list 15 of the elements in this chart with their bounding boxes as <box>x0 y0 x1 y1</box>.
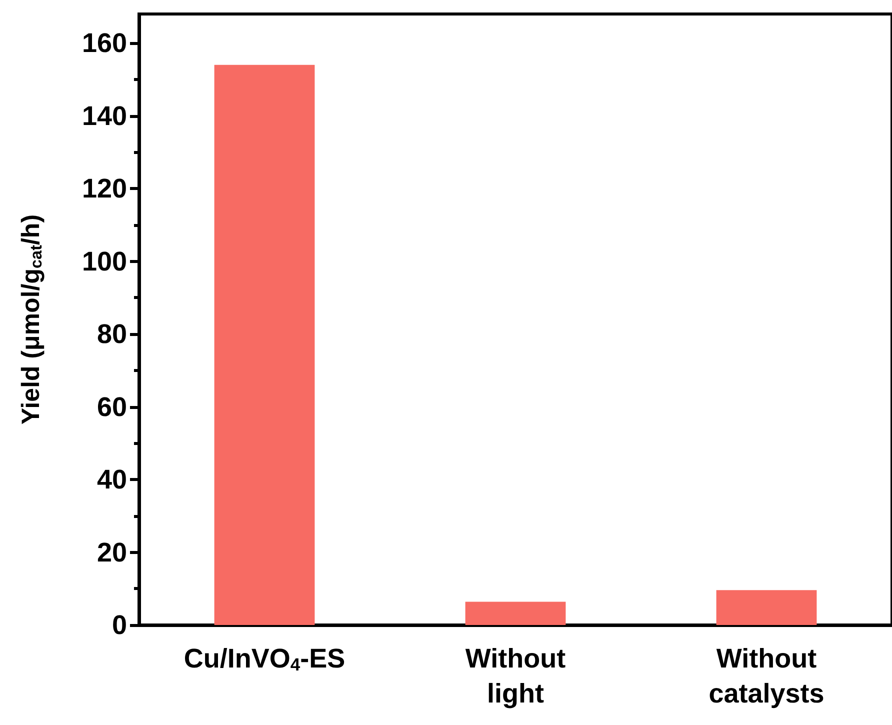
bar <box>716 590 817 625</box>
y-tick-label: 160 <box>82 28 127 58</box>
y-tick-label: 0 <box>112 610 127 640</box>
y-tick-label: 60 <box>96 392 127 422</box>
bar <box>214 64 315 625</box>
y-tick-label: 80 <box>96 319 127 350</box>
x-tick-label: Without light <box>465 644 566 709</box>
y-tick-label: 20 <box>96 537 127 568</box>
y-tick-label: 40 <box>96 464 127 495</box>
y-tick-label: 100 <box>82 246 127 276</box>
x-tick-label: Without catalysts <box>708 644 824 709</box>
y-axis-title: Yield (μmol/gcat/h) <box>16 214 46 425</box>
y-tick-label: 140 <box>82 100 127 131</box>
bar <box>465 602 566 625</box>
y-tick-label: 120 <box>82 174 127 204</box>
